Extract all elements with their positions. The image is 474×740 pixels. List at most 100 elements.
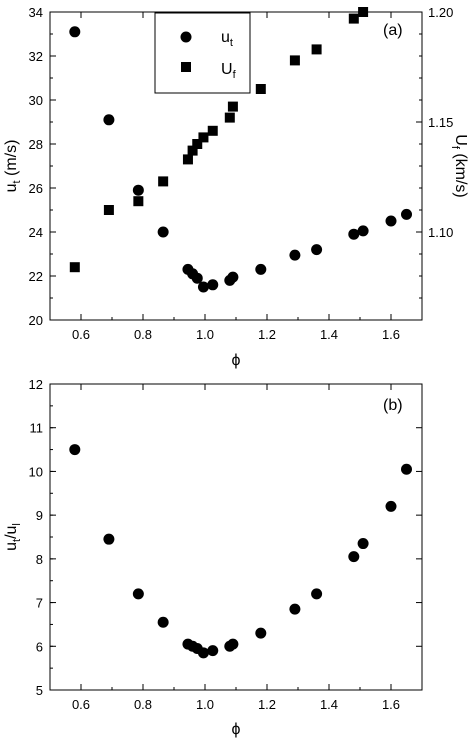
uf-data-point [358,7,369,17]
uf-data-point [311,44,322,55]
panel-a-series-ut [69,26,412,293]
panel-b-y-label: ut/ul [3,523,23,551]
ratio-data-point [385,500,397,512]
uf-data-point [224,112,235,123]
ratio-data-point [289,603,301,615]
legend-square-marker [181,62,191,72]
legend-box [154,12,251,94]
ratio-data-point [197,647,209,659]
panel-b-x-axis-label: ϕ [232,721,241,738]
panel-a-y-tick-label: 34 [29,5,43,20]
panel-a-y-tick-label: 20 [29,313,43,328]
uf-data-point [133,196,144,207]
ut-data-point [132,184,144,196]
uf-data-point [187,145,198,156]
panel-a-x-tick-label: 1.4 [320,327,338,342]
uf-data-point [227,101,238,112]
uf-data-point [158,176,169,187]
ut-data-point [69,26,81,38]
panel-b-y-tick-label: 8 [36,552,43,567]
panel-a-legend: ut Uf [154,12,251,94]
panel-a-y-right-tick-label: 1.10 [428,225,453,240]
panel-b-y-tick-label: 12 [29,377,43,392]
panel-a-x-tick-label: 1.6 [382,327,400,342]
panel-a-y-tick-label: 30 [29,93,43,108]
ratio-data-point [157,616,169,628]
ut-data-point [191,272,203,284]
legend-entry-ut: ut [221,29,233,49]
legend-circle-marker [180,31,192,43]
panel-a-label: (a) [383,22,403,39]
panel-a-y-tick-label: 22 [29,269,43,284]
ratio-data-point [311,588,323,600]
panel-a: 0.6 0.8 1.0 1.2 1.4 1.6 20 22 24 26 28 30 32 34 1.10… [3,5,469,369]
panel-a-x-tick-label: 1.0 [196,327,214,342]
panel-b-x-tick-label: 1.2 [258,697,276,712]
legend-entry-uf: Uf [221,61,237,81]
uf-data-point [192,139,203,149]
ratio-data-point [357,538,369,550]
panel-b-x-tick-label: 0.8 [134,697,152,712]
panel-b-label: (b) [383,397,403,414]
ut-data-point [197,281,209,293]
panel-b-x-ticks: 0.6 0.8 1.0 1.2 1.4 1.6 [49,384,423,712]
panel-a-x-axis-label: ϕ [232,352,241,369]
uf-data-point [207,125,218,136]
panel-a-x-ticks: 0.6 0.8 1.0 1.2 1.4 1.6 [49,12,423,342]
panel-b-x-tick-label: 1.4 [320,697,338,712]
uf-data-point [182,154,193,165]
panel-b-y-tick-label: 9 [36,508,43,523]
panel-a-y-tick-label: 26 [29,181,43,196]
ut-data-point [357,225,369,237]
ut-data-point [289,249,301,261]
panel-a-x-tick-label: 0.8 [134,327,152,342]
panel-a-y-right-tick-label: 1.20 [428,5,453,20]
panel-a-series-uf [69,7,369,273]
panel-b-y-tick-label: 5 [36,683,43,698]
panel-a-y-right-label: Uf (km/s) [449,134,469,198]
panel-a-y-left-ticks: 20 22 24 26 28 30 32 34 [29,5,56,328]
panel-b-y-tick-label: 10 [29,464,43,479]
ut-data-point [385,215,397,227]
panel-b-x-tick-label: 1.0 [196,697,214,712]
panel-a-x-tick-label: 0.6 [72,327,90,342]
panel-b-y-tick-label: 6 [36,639,43,654]
ut-data-point [401,208,412,220]
panel-b: 0.6 0.8 1.0 1.2 1.4 1.6 5 6 7 8 9 10 11 12 (b) ϕ ut/… [3,377,423,738]
ut-data-point [311,244,323,256]
ratio-data-point [255,627,267,639]
panel-a-y-tick-label: 28 [29,137,43,152]
uf-data-point [103,205,114,215]
panel-a-y-tick-label: 24 [29,225,43,240]
ut-data-point [255,263,267,275]
ratio-data-point [227,638,239,650]
panel-a-x-tick-label: 1.2 [258,327,276,342]
panel-a-y-right-tick-label: 1.15 [428,115,453,130]
ratio-data-point [401,463,412,475]
ratio-data-point [207,645,219,657]
panel-a-y-right-ticks: 1.10 1.15 1.20 [416,5,453,321]
uf-data-point [348,13,359,24]
panel-b-y-tick-label: 11 [30,421,44,436]
panel-a-y-tick-label: 32 [29,49,43,64]
panel-b-y-tick-label: 7 [36,596,43,611]
panel-b-y-ticks: 5 6 7 8 9 10 11 12 [29,377,422,698]
ratio-data-point [132,588,144,600]
ratio-data-point [103,533,115,545]
ratio-data-point [69,444,81,456]
uf-data-point [289,55,300,66]
panel-b-series-ratio [69,444,412,659]
ratio-data-point [348,551,360,563]
ut-data-point [157,226,169,238]
uf-data-point [255,84,266,94]
panel-a-y-left-label: ut (m/s) [3,140,23,193]
ut-data-point [348,228,360,240]
panel-b-x-tick-label: 1.6 [382,697,400,712]
ut-data-point [227,271,239,283]
ut-data-point [103,114,115,126]
uf-data-point [69,262,80,273]
uf-data-point [198,132,209,143]
ut-data-point [207,279,219,291]
panel-b-x-tick-label: 0.6 [72,697,90,712]
